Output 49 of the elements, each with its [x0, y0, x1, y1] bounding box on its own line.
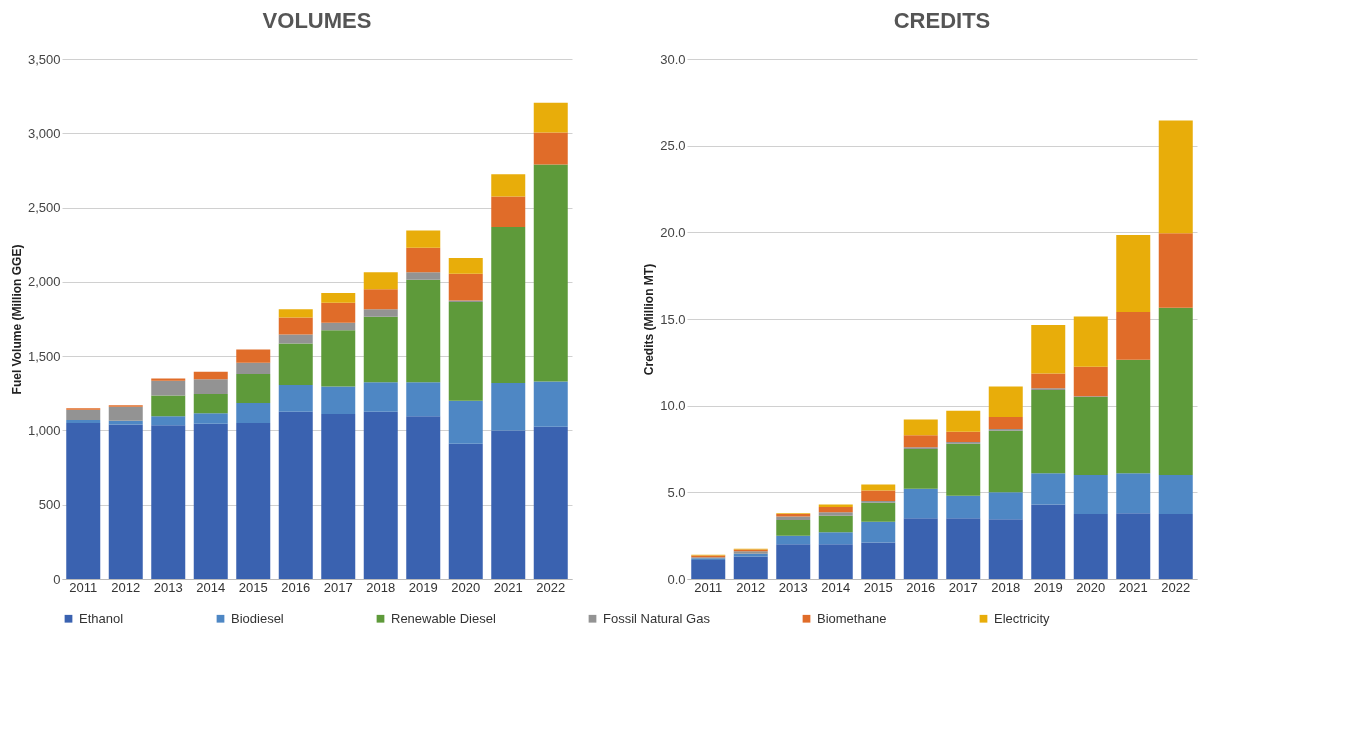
y-tick-label: 5.0 [667, 484, 686, 500]
x-tick-label: 2021 [493, 579, 523, 595]
x-tick-label: 2017 [323, 579, 353, 595]
x-tick-label: 2013 [153, 579, 183, 595]
x-tick-label: 2012 [111, 579, 141, 595]
y-tick-label: 10.0 [660, 398, 686, 414]
y-tick-label: 500 [38, 497, 61, 513]
y-tick-label: 20.0 [660, 224, 686, 240]
x-tick-label: 2016 [906, 579, 936, 595]
y-tick-label: 25.0 [660, 138, 686, 154]
x-tick-label: 2019 [1033, 579, 1063, 595]
legend-label: Biodiesel [231, 610, 284, 626]
y-tick-label: 30.0 [660, 51, 686, 67]
y-tick-label: 1,000 [27, 422, 61, 438]
x-tick-label: 2014 [196, 579, 226, 595]
legend-label: Ethanol [79, 610, 124, 626]
y-tick-label: 2,500 [27, 200, 61, 216]
x-tick-label: 2017 [948, 579, 978, 595]
x-tick-label: 2021 [1118, 579, 1148, 595]
y-axis-title: Credits (Million MT) [642, 263, 657, 376]
x-tick-label: 2011 [69, 579, 98, 595]
chart-title: CREDITS [893, 8, 991, 33]
x-tick-label: 2015 [238, 579, 268, 595]
legend-label: Electricity [994, 610, 1051, 626]
x-tick-label: 2011 [694, 579, 723, 595]
y-tick-label: 0 [53, 571, 61, 587]
x-tick-label: 2022 [1161, 579, 1191, 595]
x-tick-label: 2022 [536, 579, 566, 595]
x-tick-label: 2019 [408, 579, 438, 595]
legend-label: Renewable Diesel [391, 610, 496, 626]
chart-title: VOLUMES [262, 8, 372, 33]
y-tick-label: 0.0 [667, 571, 686, 587]
legend-label: Biomethane [817, 610, 887, 626]
y-tick-label: 2,000 [27, 274, 61, 290]
x-tick-label: 2020 [451, 579, 481, 595]
x-tick-label: 2013 [778, 579, 808, 595]
y-tick-label: 3,500 [27, 51, 61, 67]
x-tick-label: 2020 [1076, 579, 1106, 595]
x-tick-label: 2016 [281, 579, 311, 595]
y-tick-label: 1,500 [27, 348, 61, 364]
x-tick-label: 2018 [991, 579, 1021, 595]
y-axis-title: Fuel Volume (Million GGE) [9, 244, 24, 395]
legend-label: Fossil Natural Gas [603, 610, 711, 626]
y-tick-label: 3,000 [27, 125, 61, 141]
x-tick-label: 2015 [863, 579, 893, 595]
x-tick-label: 2012 [736, 579, 766, 595]
x-tick-label: 2018 [366, 579, 396, 595]
y-tick-label: 15.0 [660, 311, 686, 327]
x-tick-label: 2014 [821, 579, 851, 595]
